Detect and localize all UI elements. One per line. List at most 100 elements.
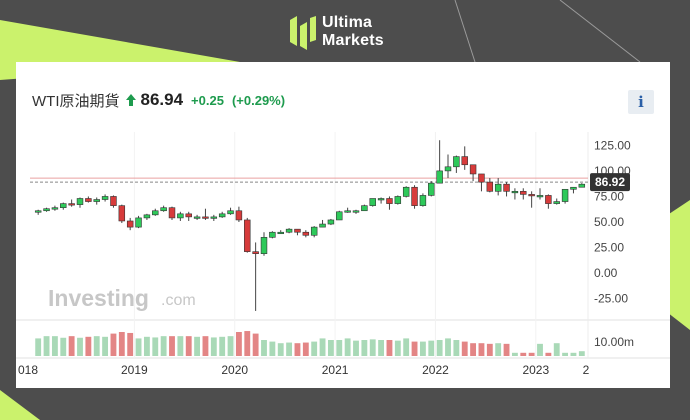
- volume-bar: [319, 338, 326, 356]
- candle-body: [578, 183, 586, 188]
- volume-bar: [252, 333, 259, 356]
- candle-body: [110, 196, 117, 206]
- instrument-name: WTI原油期貨: [32, 92, 120, 110]
- candle-body: [545, 195, 552, 204]
- volume-bar: [43, 336, 50, 356]
- price-change-percent: (+0.29%): [231, 92, 286, 108]
- volume-bar: [286, 342, 293, 356]
- volume-bar: [294, 343, 301, 356]
- ultima-markets-logo: Ultima Markets: [290, 14, 420, 54]
- investing-watermark: Investing .com: [48, 285, 196, 311]
- volume-bar: [445, 338, 451, 356]
- volume-bar: [461, 341, 468, 356]
- candle-body: [76, 198, 84, 205]
- reference-lines: [30, 177, 588, 183]
- volume-bar: [160, 336, 167, 356]
- candle-body: [285, 228, 293, 233]
- volume-bar: [470, 343, 477, 356]
- volume-bar: [378, 340, 385, 356]
- candle-body: [118, 205, 126, 222]
- last-price-label-bg: [590, 173, 630, 192]
- volume-bar: [436, 340, 443, 356]
- volume-bar: [511, 352, 518, 356]
- volume-bar: [110, 333, 117, 356]
- candle-body: [244, 219, 251, 252]
- candle-body: [227, 210, 234, 215]
- volume-bar: [545, 352, 552, 356]
- x-tick-label: 2021: [322, 363, 349, 377]
- volume-bar: [169, 336, 175, 356]
- candle-body: [60, 203, 67, 208]
- volume-bar: [219, 336, 226, 356]
- volume-bar: [227, 336, 234, 356]
- volume-bar: [570, 352, 577, 356]
- candle-body: [411, 186, 418, 206]
- up-arrow-icon: [125, 94, 136, 106]
- candles: [34, 140, 586, 311]
- grid: [16, 132, 670, 359]
- candle-body: [528, 194, 535, 197]
- x-tick-label: 2019: [121, 363, 148, 377]
- candle-body: [570, 186, 577, 190]
- volume-bar: [68, 336, 75, 356]
- candle-body: [453, 156, 460, 168]
- candle-body: [218, 213, 226, 218]
- x-tick-label: 2022: [422, 363, 449, 377]
- candle-body: [93, 199, 100, 202]
- candle-body: [177, 213, 184, 219]
- candle-body: [553, 201, 560, 204]
- last-price-label: 86.92: [595, 175, 625, 189]
- volume-bar: [135, 338, 142, 356]
- volume-bar: [386, 340, 393, 356]
- brand-line-1: Ultima: [322, 14, 373, 31]
- candle-body: [469, 164, 477, 175]
- volume-bar: [353, 340, 359, 356]
- volume-bar: [520, 352, 527, 356]
- volume-bar: [553, 343, 560, 356]
- last-price: 86.94: [140, 90, 184, 109]
- volume-bar: [152, 337, 159, 356]
- volume-bar: [244, 331, 251, 356]
- y-tick-label: 0.00: [594, 266, 618, 280]
- candle-body: [361, 205, 368, 212]
- candle-body: [377, 198, 385, 201]
- volume-bar: [93, 336, 100, 356]
- candle-body: [260, 237, 268, 254]
- y-tick-label: 75.00: [594, 189, 624, 203]
- quote-header: WTI原油期貨 86.94 +0.25 (+0.29%): [32, 90, 285, 110]
- info-button[interactable]: i: [628, 90, 654, 114]
- candle-body: [520, 191, 527, 195]
- volume-bar: [428, 340, 435, 356]
- volume-bar: [85, 336, 92, 356]
- volume-bar: [311, 341, 318, 356]
- candle-body: [494, 183, 502, 192]
- volume-bar: [578, 351, 585, 356]
- candle-body: [511, 191, 519, 194]
- candle-body: [235, 210, 243, 221]
- background-accent-bottom-left: [0, 390, 40, 420]
- volume-bar: [202, 336, 209, 356]
- axes: 125.00100.0075.0050.0025.000.00-25.0010.…: [18, 138, 634, 377]
- candle-body: [269, 231, 276, 238]
- volume-bar: [562, 352, 569, 356]
- volume-bars: [35, 331, 585, 356]
- candle-body: [352, 210, 360, 213]
- watermark-main: Investing: [48, 285, 149, 311]
- watermark-suffix: .com: [161, 292, 196, 309]
- candle-body: [478, 173, 485, 183]
- volume-bar: [210, 337, 217, 356]
- volume-bar: [478, 343, 485, 356]
- candle-body: [486, 181, 494, 192]
- volume-bar: [302, 342, 309, 356]
- volume-bar: [537, 343, 543, 356]
- candle-body: [160, 207, 167, 212]
- volume-bar: [503, 343, 510, 356]
- candle-body: [101, 196, 109, 200]
- candle-body: [135, 217, 142, 228]
- volume-bar: [143, 336, 150, 356]
- volume-bar: [235, 332, 242, 356]
- volume-bar: [118, 332, 125, 356]
- candle-body: [319, 223, 326, 228]
- volume-bar: [185, 336, 192, 356]
- candle-body: [34, 210, 42, 213]
